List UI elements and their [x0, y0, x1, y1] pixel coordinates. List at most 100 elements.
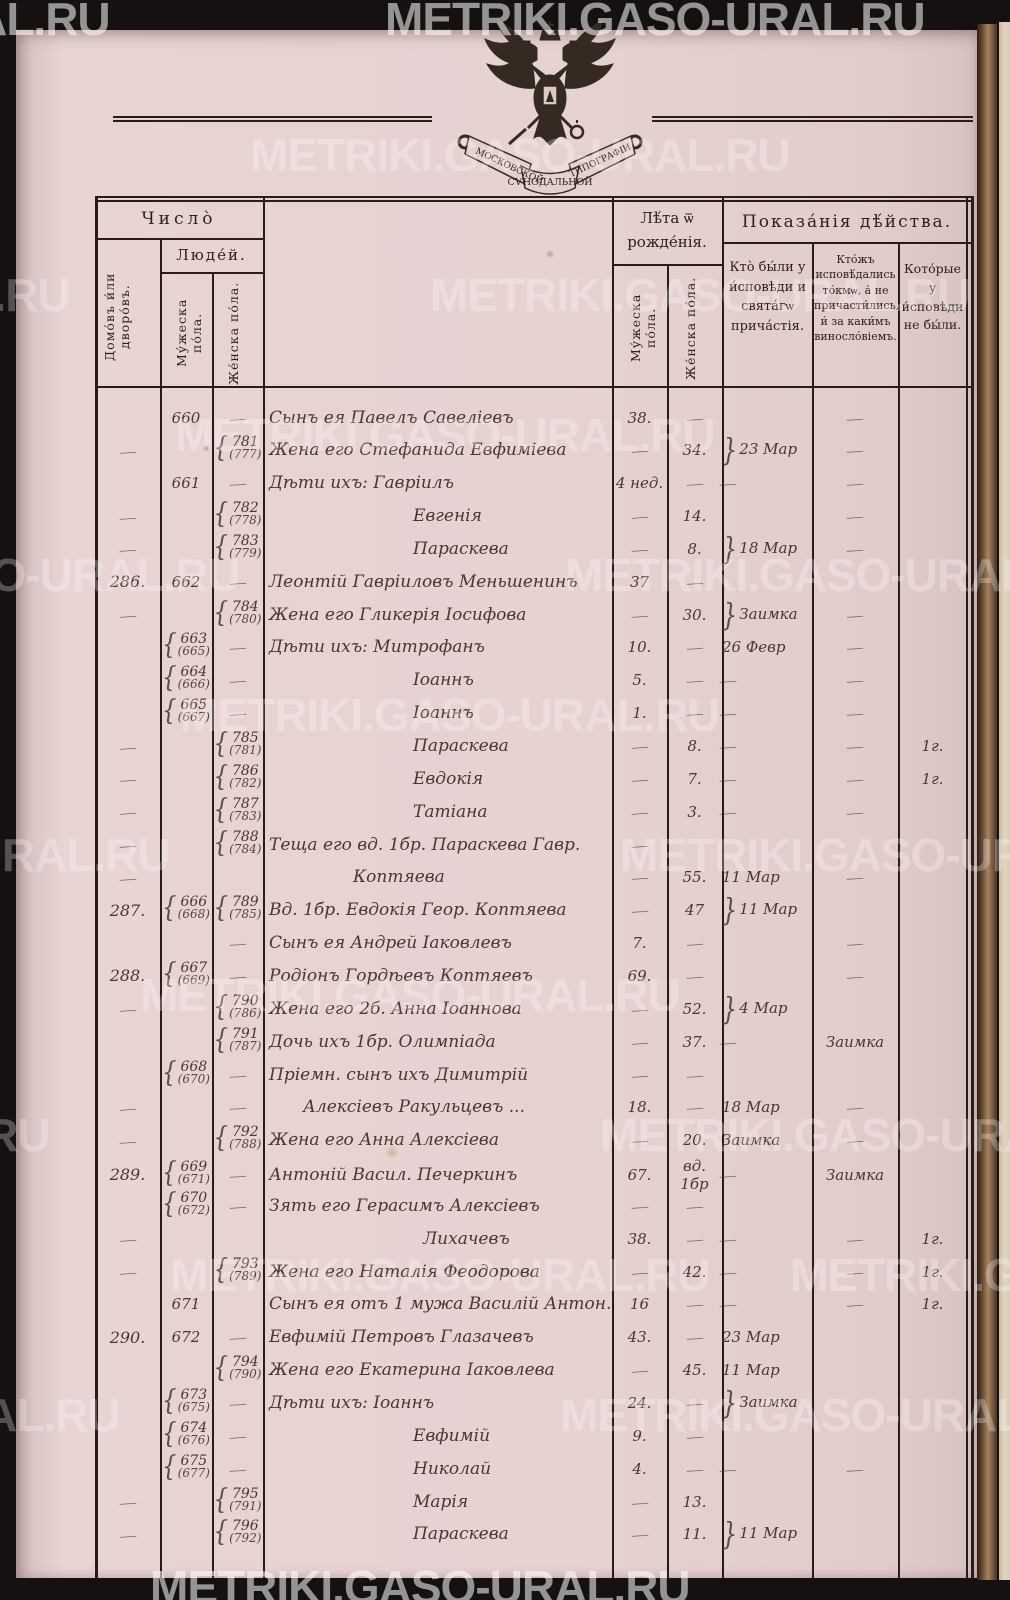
name-cell: Жена его Стефанида Евфиміева — [269, 440, 567, 461]
table-row: {670 (672) — Зять его Герасимъ Алексіевъ — — — [0, 1188, 1010, 1222]
header-pokazaniya: Показа́нія дѣ́йства. — [741, 212, 953, 232]
confession-date-cell: } 18 Мар — [722, 530, 798, 568]
table-row: {673 (675) — Дѣти ихъ: Іоаннъ 24. —} Заимка — [0, 1384, 1010, 1422]
name-cell: Теща его вд. 1бр. Параскева Гавр. — [269, 834, 581, 855]
name-cell: Жена его Наталія Феодорова — [269, 1261, 540, 1282]
header-chislo: Число̀ — [141, 209, 217, 229]
table-row: — {788 (784) Теща его вд. 1бр. Параскева Га… — [0, 827, 1010, 861]
confessed-only-cell: — — [845, 1264, 865, 1281]
confessed-only-cell: — — [845, 1232, 865, 1248]
table-row: 287. {666 (668){789 (785) Вд. 1бр. Евдокія Г… — [0, 892, 1010, 928]
male-number-cell: {667 (669) — [162, 958, 210, 990]
absent-cell: 1г. — [921, 737, 944, 755]
book-gutter — [977, 24, 997, 1580]
male-number-cell: {669 (671) — [162, 1156, 210, 1189]
female-number-cell: — — [228, 1462, 247, 1478]
male-age-cell: 5. — [632, 671, 647, 690]
table-row: {663 (665) — Дѣти ихъ: Митрофанъ 10. — 26 Февр… — [0, 630, 1010, 664]
confessed-only-cell: — — [845, 739, 865, 755]
confessed-only-cell: — — [845, 673, 865, 689]
female-age-cell: 14. — [682, 507, 707, 526]
name-cell: Іоаннъ — [413, 703, 474, 724]
name-cell: Дочь ихъ 1бр. Олимпіада — [269, 1031, 496, 1052]
female-number-cell: — — [228, 1199, 247, 1215]
confession-date-cell: — — [718, 1232, 738, 1248]
confessed-only-cell: — — [845, 1133, 865, 1149]
header-leta: Лѣ́та ѿ рожде́нія. — [627, 209, 707, 251]
name-cell: Антоній Васил. Печеркинъ — [269, 1164, 518, 1185]
male-number-cell: 660 — [171, 408, 201, 427]
confessed-only-cell: Заимка — [825, 1165, 885, 1184]
female-number-cell: {793 (789) — [213, 1253, 262, 1286]
female-number-cell: {785 (781) — [213, 728, 262, 760]
house-number-cell: — — [118, 509, 137, 526]
name-cell: Дѣти ихъ: Іоаннъ — [269, 1393, 435, 1413]
female-number-cell: {795 (791) — [213, 1483, 262, 1516]
table-row: — Сынъ ея Андрей Іаковлевъ 7. — — — [0, 927, 1010, 960]
table-row: 660 — Сынъ ея Павелъ Савеліевъ 38. — — — [0, 401, 1010, 434]
female-number-cell: — — [228, 1100, 247, 1116]
confession-date-cell: } 11 Мар — [722, 1516, 798, 1553]
table-row: {675 (677) — Николай 4. — — — — [0, 1451, 1010, 1485]
male-age-cell: — — [630, 1067, 649, 1084]
rule-line — [971, 196, 974, 1578]
female-age-cell: — — [685, 673, 704, 689]
female-age-cell: 8. — [687, 737, 702, 755]
female-age-cell: 20. — [682, 1131, 707, 1150]
confession-date-cell: } Заимка — [722, 596, 798, 633]
rule-line — [722, 242, 972, 244]
confessed-only-cell: — — [845, 706, 865, 722]
name-cell: Леонтій Гавріиловъ Меньшенинъ — [269, 571, 578, 592]
confession-date-cell: — — [718, 1297, 738, 1314]
male-age-cell: 7. — [632, 934, 647, 953]
table-row: — {790 (786) Жена его 2б. Анна Іоаннова — 52.… — [0, 991, 1010, 1027]
female-number-cell: — — [228, 1067, 247, 1084]
rule-line — [667, 264, 669, 1578]
house-number-cell: — — [118, 739, 137, 756]
male-age-cell: — — [630, 607, 649, 624]
confession-date-cell: } Заимка — [722, 1384, 798, 1422]
male-age-cell: 16 — [629, 1295, 650, 1314]
male-age-cell: 4 нед. — [615, 474, 664, 493]
confession-date-cell: 11 Мар — [722, 1361, 780, 1380]
rule-line — [95, 196, 98, 1578]
table-row: — — Алексіевъ Ракульцевъ ... 18. — 18 Мар — — [0, 1091, 1010, 1124]
ribbon-text-center: СѴНОДАЛЬНОЙ — [507, 176, 592, 188]
confession-date-cell: 11 Мар — [722, 868, 780, 887]
absent-cell: 1г. — [921, 1262, 944, 1281]
male-age-cell: — — [630, 1002, 649, 1018]
female-age-cell: — — [685, 1232, 704, 1248]
male-number-cell: {673 (675) — [162, 1385, 210, 1417]
confession-date-cell: — — [718, 1167, 738, 1184]
female-age-cell: 34. — [682, 441, 707, 460]
double-rule — [113, 116, 432, 122]
female-number-cell: {784 (780) — [213, 596, 262, 629]
female-age-cell: — — [685, 1100, 704, 1116]
female-age-cell: — — [685, 410, 704, 427]
male-age-cell: — — [630, 837, 649, 854]
female-age-cell: — — [685, 936, 704, 952]
female-age-cell: 3. — [687, 802, 702, 821]
female-age-cell: — — [685, 476, 704, 492]
house-number-cell: — — [118, 1101, 137, 1117]
table-row: — Коптяева — 55. 11 Мар — — [0, 861, 1010, 894]
female-age-cell: — — [685, 1429, 704, 1445]
name-cell: Параскева — [413, 538, 509, 559]
male-age-cell: — — [630, 443, 649, 459]
female-number-cell: {782 (778) — [213, 498, 262, 530]
rule-line — [898, 242, 900, 1578]
confession-date-cell: — — [718, 805, 738, 821]
imperial-eagle-emblem: МОСКОВСКОЙ СѴНОДАЛЬНОЙ ТИПОГРАФІИ — [457, 19, 643, 195]
female-age-cell: — — [685, 969, 704, 985]
name-cell: Сынъ ея Павелъ Савеліевъ — [269, 407, 514, 428]
name-cell: Дѣти ихъ: Гавріилъ — [269, 473, 454, 494]
male-number-cell: {674 (676) — [162, 1418, 210, 1450]
name-cell: Жена его 2б. Анна Іоаннова — [269, 998, 522, 1019]
table-row: 289. {669 (671) — Антоній Васил. Печеркинъ 67… — [0, 1156, 1010, 1193]
male-number-cell: {664 (666) — [162, 662, 210, 694]
female-age-cell: 30. — [682, 605, 707, 624]
male-age-cell: 37 — [629, 572, 650, 591]
confession-date-cell: — — [718, 673, 738, 689]
female-number-cell: {792 (788) — [213, 1122, 262, 1154]
